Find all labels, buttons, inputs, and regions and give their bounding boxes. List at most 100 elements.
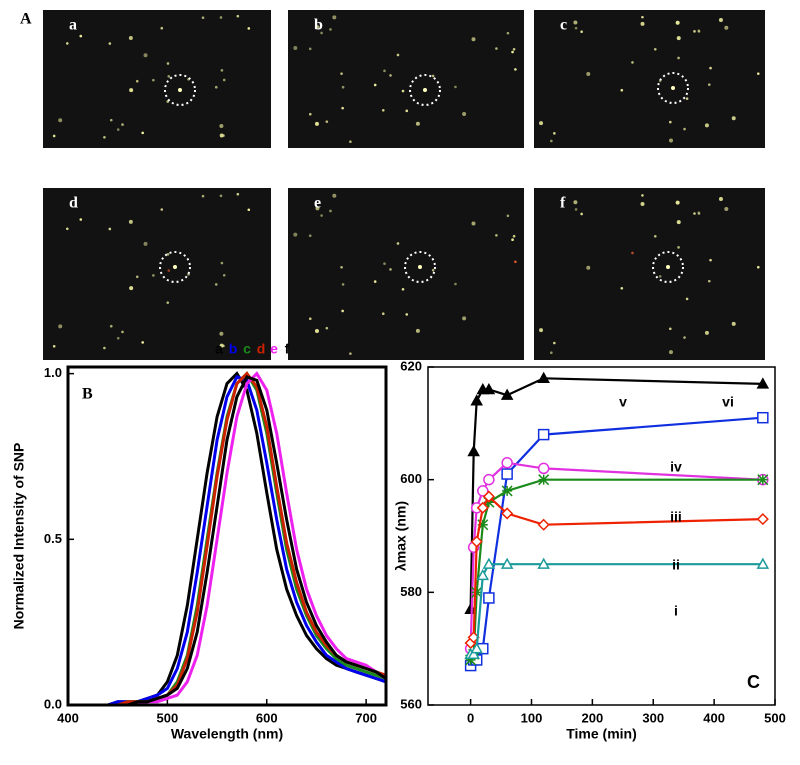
particle: [401, 89, 405, 93]
particle: [704, 330, 709, 335]
marker: [757, 411, 769, 424]
marker: [501, 457, 513, 469]
particle: [109, 118, 113, 122]
particle: [341, 85, 345, 89]
particle: [653, 48, 657, 51]
particle: [640, 202, 645, 207]
particle: [506, 214, 510, 218]
highlight-circle: [159, 251, 191, 283]
particle: [550, 139, 553, 143]
particle: [693, 212, 696, 215]
marker: [482, 490, 495, 503]
x-tick-label: 600: [256, 710, 278, 725]
particle: [573, 20, 578, 25]
particle: [128, 219, 133, 224]
particle: [495, 234, 498, 237]
marker: [470, 535, 483, 548]
particle: [222, 273, 226, 277]
legend-label: d: [257, 341, 266, 357]
particle: [462, 316, 467, 321]
particle: [512, 234, 516, 238]
particle: [671, 86, 675, 90]
particle: [222, 78, 226, 82]
x-tick-label: 500: [764, 710, 786, 725]
particle: [109, 324, 113, 328]
particle: [666, 265, 670, 269]
series-label: vi: [722, 394, 734, 410]
x-tick-label: 0: [467, 710, 474, 725]
particle: [373, 83, 377, 87]
particle: [677, 56, 680, 60]
legend-label: c: [243, 341, 251, 357]
y-axis-title: λmax (nm): [393, 501, 409, 571]
particle: [724, 206, 729, 211]
marker: [483, 592, 495, 604]
marker: [471, 586, 483, 598]
particle: [511, 238, 514, 242]
particle: [79, 34, 83, 38]
particle: [178, 88, 182, 92]
particle: [201, 194, 205, 198]
particle: [373, 280, 377, 283]
particle: [718, 17, 723, 22]
legend-label: a: [215, 341, 223, 357]
image-label: f: [560, 195, 566, 212]
particle: [129, 286, 134, 291]
particle: [152, 274, 155, 277]
marker: [756, 557, 770, 569]
particle: [423, 88, 427, 92]
particle: [121, 330, 124, 334]
x-tick-label: 100: [521, 710, 543, 725]
marker: [476, 501, 489, 514]
image-label: b: [314, 17, 323, 34]
particle: [173, 265, 177, 269]
x-tick-label: 700: [355, 710, 377, 725]
particle: [580, 212, 583, 216]
particle: [58, 324, 63, 329]
particle: [293, 45, 298, 50]
highlight-circle: [657, 72, 689, 104]
particle: [58, 118, 63, 123]
particle: [65, 42, 69, 45]
particle: [415, 121, 420, 126]
x-tick-label: 400: [57, 710, 79, 725]
particle: [108, 227, 112, 231]
particle: [641, 194, 644, 197]
particle: [683, 127, 686, 131]
particle: [135, 275, 139, 279]
marker: [756, 513, 769, 526]
y-tick-label: 580: [400, 584, 422, 599]
marker: [467, 647, 480, 660]
particle: [471, 37, 476, 42]
highlight-circle: [164, 74, 196, 106]
marker: [538, 474, 550, 486]
particle: [52, 134, 56, 138]
particle: [329, 28, 332, 31]
particle: [220, 69, 224, 72]
particle: [325, 326, 329, 330]
particle: [401, 287, 405, 291]
micrograph: [43, 10, 271, 148]
y-tick-label: 600: [400, 471, 422, 486]
particle: [471, 221, 476, 226]
particle: [143, 53, 148, 58]
particle: [320, 214, 323, 217]
particle: [697, 211, 701, 214]
marker: [500, 557, 514, 569]
particle: [514, 260, 517, 264]
legend-label: e: [270, 341, 278, 357]
marker: [477, 519, 489, 531]
particle: [511, 50, 514, 54]
particle: [514, 68, 517, 71]
particle: [219, 16, 223, 19]
particle: [340, 265, 343, 269]
particle: [325, 120, 329, 123]
particle: [676, 220, 681, 225]
particle: [108, 42, 112, 45]
particle: [675, 200, 680, 205]
particle: [129, 88, 134, 93]
particle: [381, 108, 385, 112]
particle: [308, 317, 312, 321]
particle: [495, 47, 498, 50]
x-tick-label: 400: [703, 710, 725, 725]
